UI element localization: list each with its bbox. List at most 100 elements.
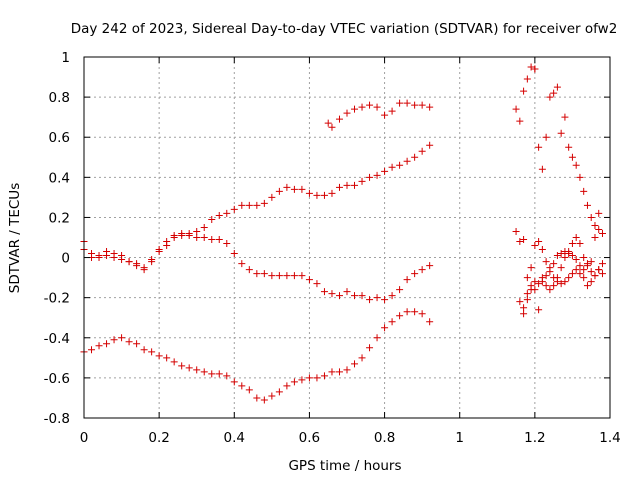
data-point: [595, 225, 603, 233]
data-point: [598, 270, 606, 278]
data-point: [576, 173, 584, 181]
data-point: [546, 286, 554, 294]
data-point: [512, 105, 520, 113]
data-point: [553, 83, 561, 91]
data-point: [527, 264, 535, 272]
data-point: [388, 292, 396, 300]
data-point: [576, 240, 584, 248]
data-point: [516, 298, 524, 306]
x-tick-label: 0.6: [299, 430, 320, 446]
y-tick-label: -0.4: [44, 331, 70, 347]
data-point: [557, 280, 565, 288]
data-point: [403, 276, 411, 284]
data-point: [178, 362, 186, 370]
data-point: [557, 250, 565, 258]
data-point: [328, 290, 336, 298]
data-point: [185, 364, 193, 372]
data-point: [403, 308, 411, 316]
data-point: [381, 111, 389, 119]
data-point: [426, 141, 434, 149]
data-point: [208, 215, 216, 223]
data-point: [535, 143, 543, 151]
data-point: [396, 312, 404, 320]
data-point: [335, 115, 343, 123]
data-point: [583, 260, 591, 268]
data-point: [418, 310, 426, 318]
data-point: [343, 109, 351, 117]
data-point: [535, 238, 543, 246]
data-point: [328, 189, 336, 197]
data-point: [550, 89, 558, 97]
data-point: [283, 183, 291, 191]
series-track-f: [512, 225, 606, 294]
y-tick-label: 0.8: [49, 90, 70, 106]
data-point: [268, 193, 276, 201]
data-point: [328, 123, 336, 131]
data-point: [223, 372, 231, 380]
data-point: [411, 101, 419, 109]
data-point: [591, 234, 599, 241]
data-point: [572, 266, 580, 274]
y-tick-label: 1: [61, 50, 70, 66]
data-point: [95, 342, 103, 350]
data-point: [531, 65, 539, 73]
data-point: [591, 272, 599, 280]
data-point: [381, 296, 389, 304]
data-point: [381, 324, 389, 332]
data-point: [523, 274, 531, 282]
data-point: [140, 346, 148, 354]
x-tick-label: 0.4: [224, 430, 245, 446]
data-point: [373, 103, 381, 111]
data-point: [238, 382, 246, 390]
data-point: [587, 268, 595, 276]
data-point: [320, 372, 328, 380]
plot-frame: [83, 56, 611, 419]
data-point: [591, 221, 599, 229]
x-tick-label: 0.2: [148, 430, 169, 446]
data-point: [200, 368, 208, 376]
data-point: [305, 374, 313, 382]
data-point: [208, 236, 216, 244]
data-point: [313, 280, 321, 288]
data-point: [238, 201, 246, 209]
data-point: [320, 288, 328, 296]
data-point: [388, 107, 396, 115]
data-point: [260, 199, 268, 207]
data-point: [163, 354, 171, 362]
data-point: [260, 396, 268, 404]
data-point: [576, 262, 584, 270]
data-point: [520, 310, 528, 318]
series-track-d: [324, 99, 434, 131]
data-point: [373, 294, 381, 302]
data-point: [275, 388, 283, 396]
data-point: [411, 270, 419, 278]
data-point: [512, 227, 520, 235]
series-track-a: [80, 141, 434, 274]
data-point: [535, 280, 543, 288]
data-point: [598, 260, 606, 268]
data-point: [557, 129, 565, 137]
x-tick-labels: 0 0.2 0.4 0.6 0.8 1 1.2 1.4: [80, 430, 621, 446]
data-point: [542, 272, 550, 280]
data-point: [583, 201, 591, 209]
data-point: [527, 63, 535, 71]
data-point: [245, 266, 253, 274]
data-point: [275, 272, 283, 280]
data-point: [426, 103, 434, 111]
data-point: [193, 366, 201, 374]
data-point: [580, 266, 588, 274]
data-point: [283, 382, 291, 390]
series-track-h: [520, 234, 606, 318]
data-point: [561, 113, 569, 121]
data-point: [553, 274, 561, 282]
y-tick-label: 0: [61, 251, 70, 267]
data-point: [531, 242, 539, 250]
data-point: [538, 278, 546, 286]
data-point: [542, 282, 550, 290]
data-point: [103, 252, 111, 260]
data-point: [110, 336, 118, 344]
x-axis-label: GPS time / hours: [288, 458, 401, 474]
data-point: [546, 268, 554, 276]
data-point: [343, 181, 351, 189]
data-point: [366, 101, 374, 109]
